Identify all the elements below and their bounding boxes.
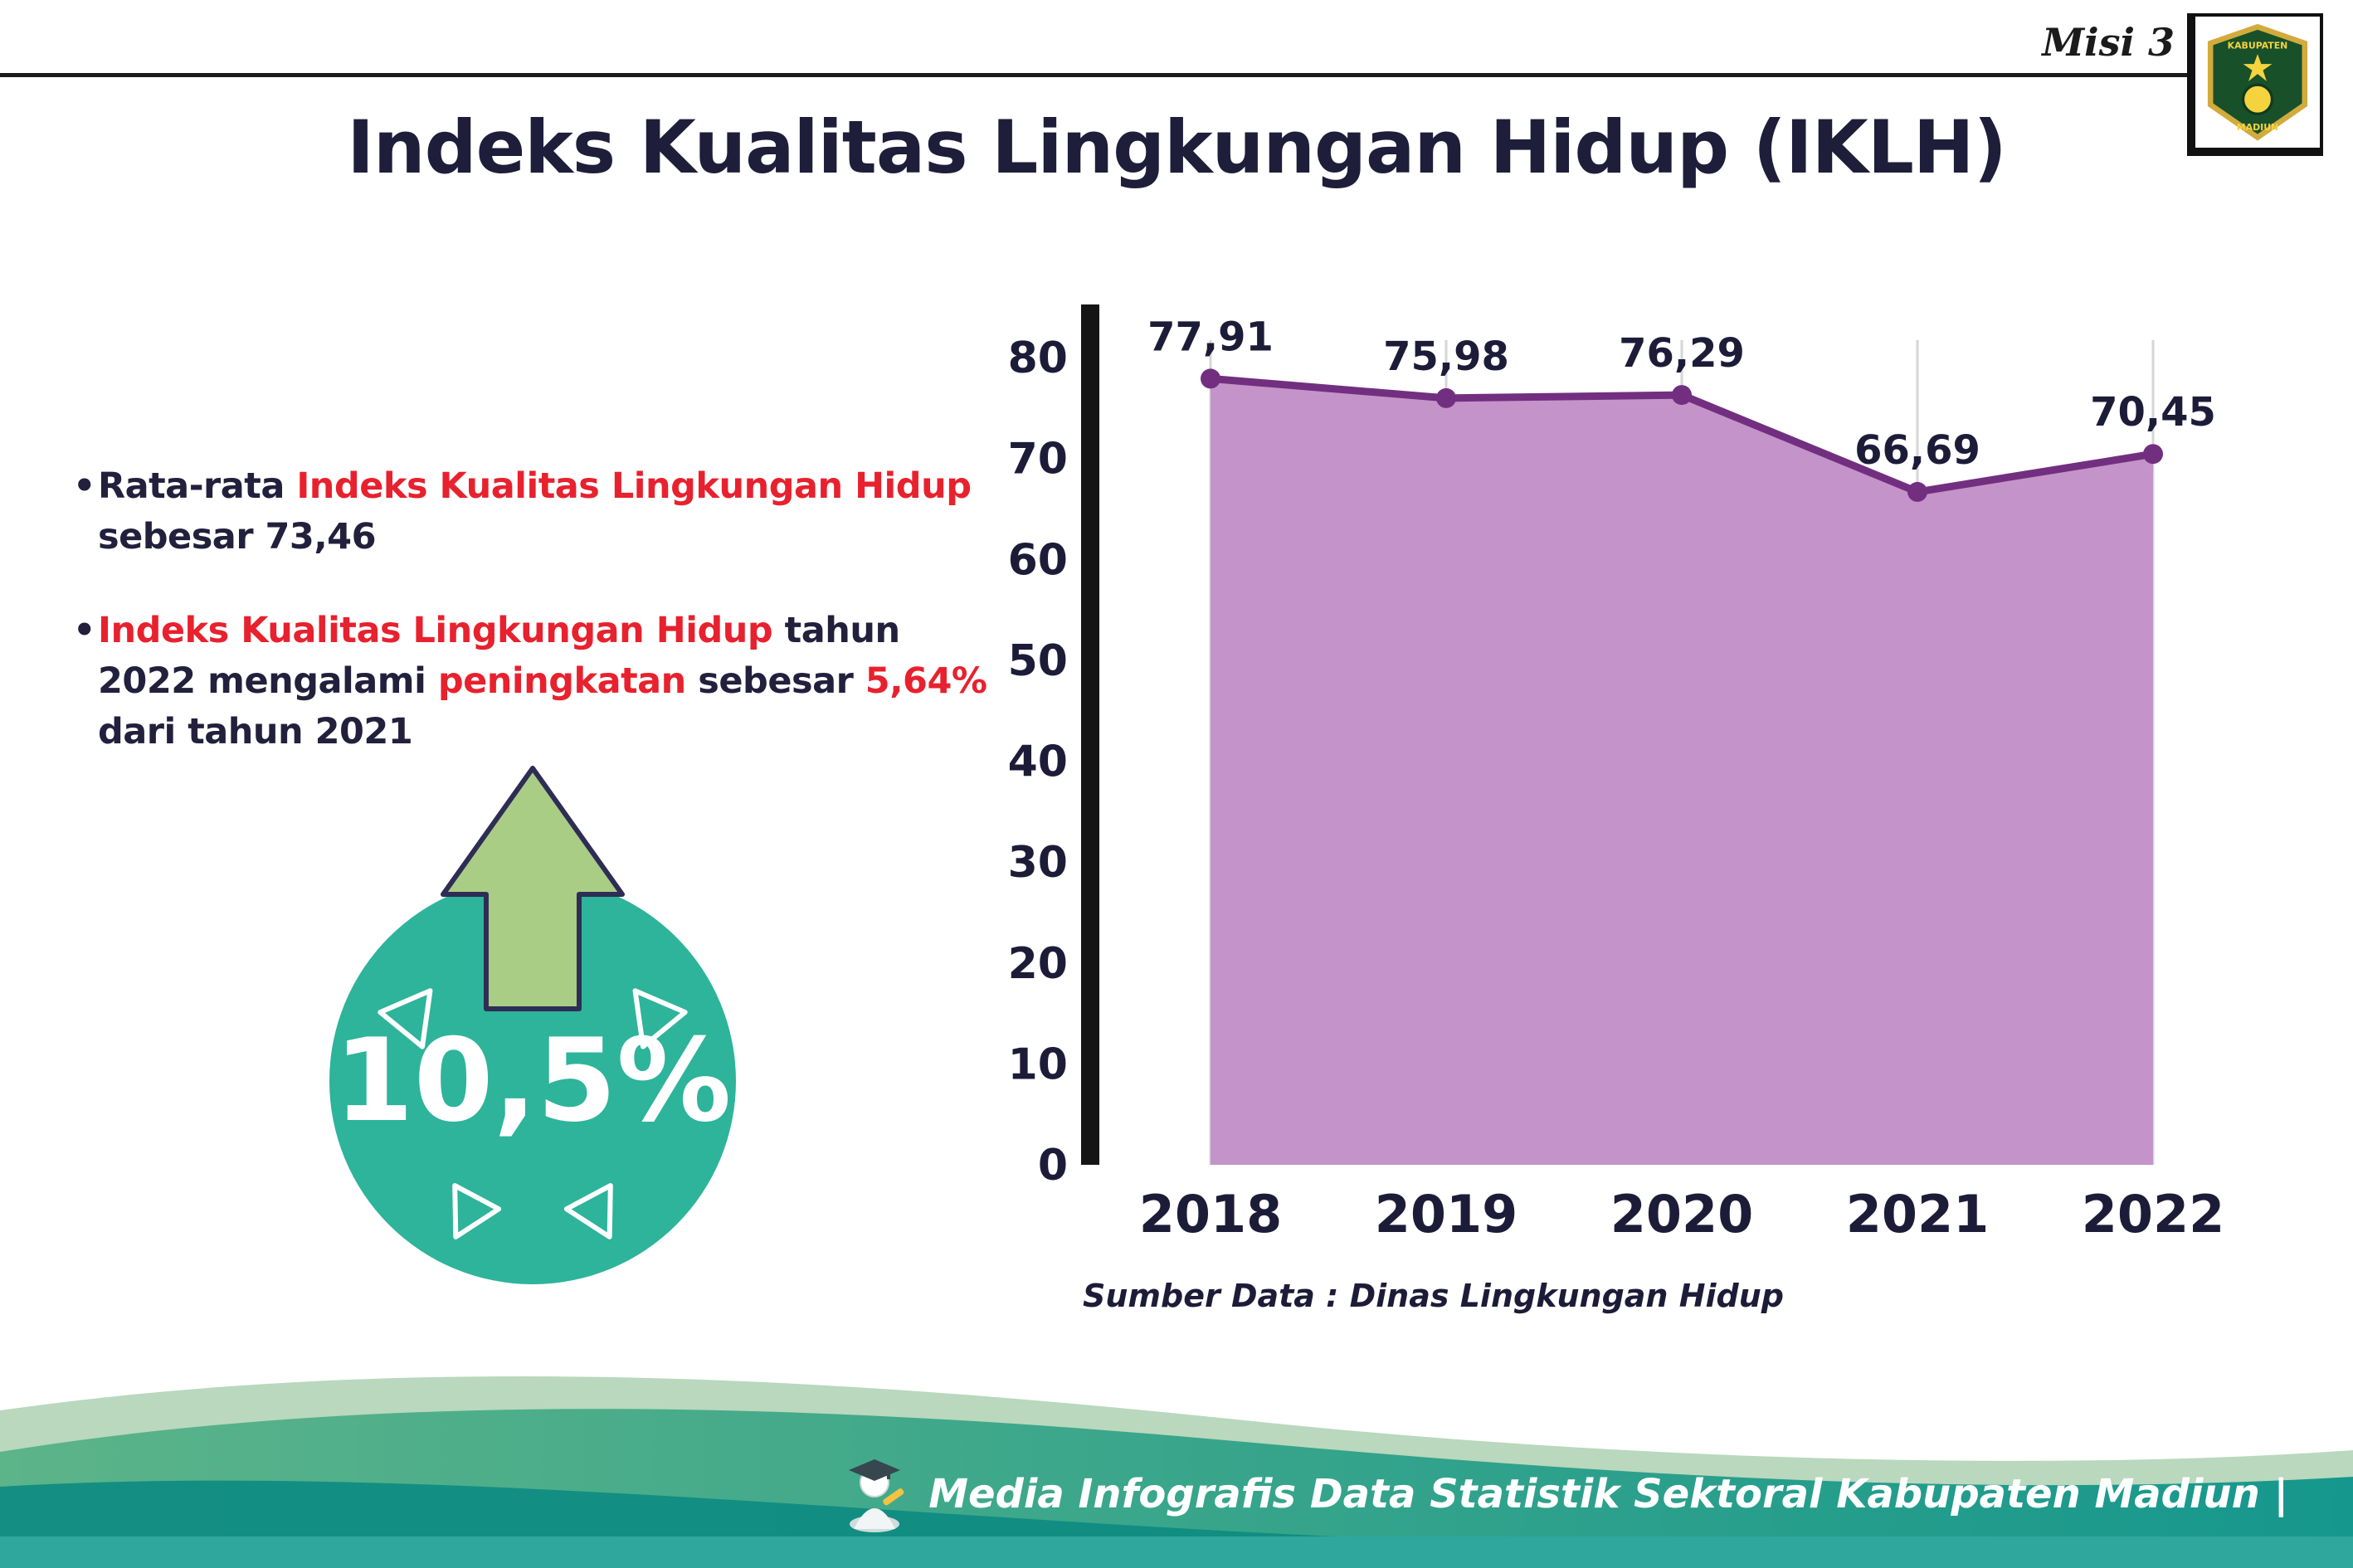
bullet-text-segment: sebesar xyxy=(685,660,865,703)
svg-text:76,29: 76,29 xyxy=(1619,330,1745,377)
footer-waves xyxy=(0,1376,2353,1568)
chart-source-note: Sumber Data : Dinas Lingkungan Hidup xyxy=(1083,1278,1784,1314)
logo-top-text: KABUPATEN xyxy=(2228,41,2288,51)
logo-medallion xyxy=(2241,83,2274,115)
svg-text:80: 80 xyxy=(1008,334,1068,383)
chart-canvas: 0 10 20 30 40 50 60 70 80 77,91 75,98 76,29 66,69 70,… xyxy=(1008,304,2225,1244)
growth-badge: 10,5% xyxy=(329,766,736,1284)
star-icon xyxy=(2243,54,2273,81)
svg-text:30: 30 xyxy=(1008,838,1068,888)
iklh-area-chart: 0 10 20 30 40 50 60 70 80 77,91 75,98 76,29 66,69 70,… xyxy=(954,290,2298,1286)
footer-bottom-bar xyxy=(0,1536,2353,1568)
kabupaten-madiun-logo: KABUPATEN MADIUN xyxy=(2187,13,2323,156)
bullet-marker: • xyxy=(73,465,95,507)
svg-text:2020: 2020 xyxy=(1610,1184,1754,1244)
bullet-text-highlight: Indeks Kualitas Lingkungan Hidup xyxy=(98,610,773,652)
svg-text:2021: 2021 xyxy=(1846,1184,1990,1244)
svg-text:10: 10 xyxy=(1008,1040,1068,1089)
triangle-decorations xyxy=(378,988,688,1239)
svg-text:2022: 2022 xyxy=(2082,1184,2225,1244)
svg-text:2018: 2018 xyxy=(1139,1184,1283,1244)
footer-credit-text: Media Infografis Data Statistik Sektoral… xyxy=(928,1470,2288,1517)
misi-label: Misi 3 xyxy=(2042,20,2175,65)
logo-emblem: KABUPATEN MADIUN xyxy=(2207,23,2308,141)
bullet-text-segment: tahun 2022 mengalami xyxy=(98,610,900,703)
page-title: Indeks Kualitas Lingkungan Hidup (IKLH) xyxy=(347,105,2007,190)
badge-circle xyxy=(329,878,736,1284)
svg-text:75,98: 75,98 xyxy=(1383,334,1509,380)
svg-text:66,69: 66,69 xyxy=(1854,427,1980,474)
bullet-marker: • xyxy=(73,610,95,652)
svg-text:40: 40 xyxy=(1008,738,1068,787)
svg-text:77,91: 77,91 xyxy=(1147,314,1274,360)
svg-text:0: 0 xyxy=(1038,1141,1068,1191)
badge-value: 10,5% xyxy=(334,1014,732,1147)
svg-text:70,45: 70,45 xyxy=(2090,389,2216,436)
bullet-text-segment: Rata-rata xyxy=(98,465,297,507)
footer-credit-row: Media Infografis Data Statistik Sektoral… xyxy=(837,1454,2288,1533)
bullet-average-iklh: • Rata-rata Indeks Kualitas Lingkungan H… xyxy=(73,461,1002,562)
bullet-text-highlight: 5,64% xyxy=(865,660,987,703)
logo-bottom-text: MADIUN xyxy=(2237,122,2278,133)
bullet-increase-2022: • Indeks Kualitas Lingkungan Hidup tahun… xyxy=(73,606,1002,757)
header-divider-line xyxy=(0,73,2190,77)
svg-text:2019: 2019 xyxy=(1375,1184,1518,1244)
bullet-text-segment: sebesar 73,46 xyxy=(98,516,377,558)
svg-text:60: 60 xyxy=(1008,535,1068,585)
up-arrow-icon xyxy=(441,766,625,1011)
bullet-text-highlight: peningkatan xyxy=(437,660,687,703)
bullet-text-highlight: Indeks Kualitas Lingkungan Hidup xyxy=(296,465,972,507)
bullet-text-segment: dari tahun 2021 xyxy=(98,711,413,753)
svg-text:20: 20 xyxy=(1008,939,1068,989)
svg-text:70: 70 xyxy=(1008,435,1068,485)
svg-text:50: 50 xyxy=(1008,636,1068,686)
bullet-list: • Rata-rata Indeks Kualitas Lingkungan H… xyxy=(73,461,1002,757)
mascot-icon xyxy=(849,1459,904,1532)
